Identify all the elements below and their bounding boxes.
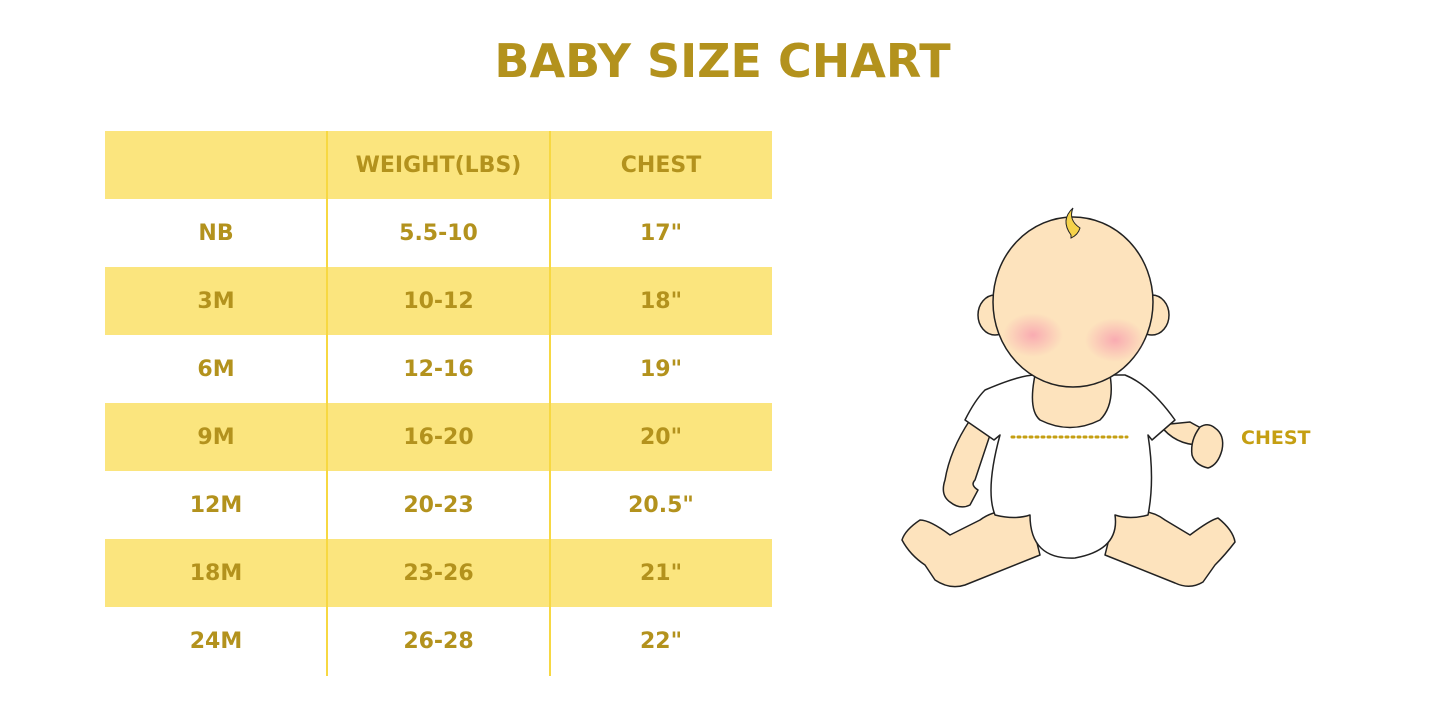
chest-cell: 21" — [639, 560, 683, 586]
table-row: NB 5.5-10 17" — [105, 199, 772, 267]
right-cheek-blush — [1085, 318, 1145, 362]
weight-cell: 12-16 — [403, 356, 474, 382]
column-divider — [549, 131, 551, 676]
header-cell: WEIGHT(LBS) — [355, 152, 522, 178]
page-title: BABY SIZE CHART — [494, 34, 951, 88]
left-cheek-blush — [1003, 313, 1063, 357]
chest-cell: 17" — [639, 220, 683, 246]
column-divider — [326, 131, 328, 676]
table-row: 6M 12-16 19" — [105, 335, 772, 403]
table-row: 3M 10-12 18" — [105, 267, 772, 335]
table-row: 18M 23-26 21" — [105, 539, 772, 607]
weight-cell: 16-20 — [403, 424, 474, 450]
header-cell — [105, 131, 327, 199]
chest-label: CHEST — [1241, 427, 1311, 449]
table-row: 24M 26-28 22" — [105, 607, 772, 675]
weight-cell: 23-26 — [403, 560, 474, 586]
weight-cell: 20-23 — [403, 492, 474, 518]
chest-cell: 20.5" — [628, 492, 694, 518]
size-table: WEIGHT(LBS) CHEST NB 5.5-10 17" 3M 10-12… — [105, 131, 772, 675]
size-cell: 6M — [197, 356, 235, 382]
weight-cell: 5.5-10 — [399, 220, 478, 246]
chest-cell: 22" — [639, 628, 683, 654]
chest-cell: 19" — [639, 356, 683, 382]
size-cell: NB — [198, 220, 234, 246]
hair-tuft — [1065, 207, 1081, 239]
table-row: 9M 16-20 20" — [105, 403, 772, 471]
weight-cell: 26-28 — [403, 628, 474, 654]
size-cell: 24M — [189, 628, 243, 654]
table-header-row: WEIGHT(LBS) CHEST — [105, 131, 772, 199]
size-cell: 18M — [189, 560, 243, 586]
chest-cell: 18" — [639, 288, 683, 314]
weight-cell: 10-12 — [403, 288, 474, 314]
size-cell: 12M — [189, 492, 243, 518]
table-row: 12M 20-23 20.5" — [105, 471, 772, 539]
header-cell: CHEST — [620, 152, 702, 178]
size-cell: 3M — [197, 288, 235, 314]
size-cell: 9M — [197, 424, 235, 450]
baby-illustration — [901, 207, 1236, 588]
chest-cell: 20" — [639, 424, 683, 450]
